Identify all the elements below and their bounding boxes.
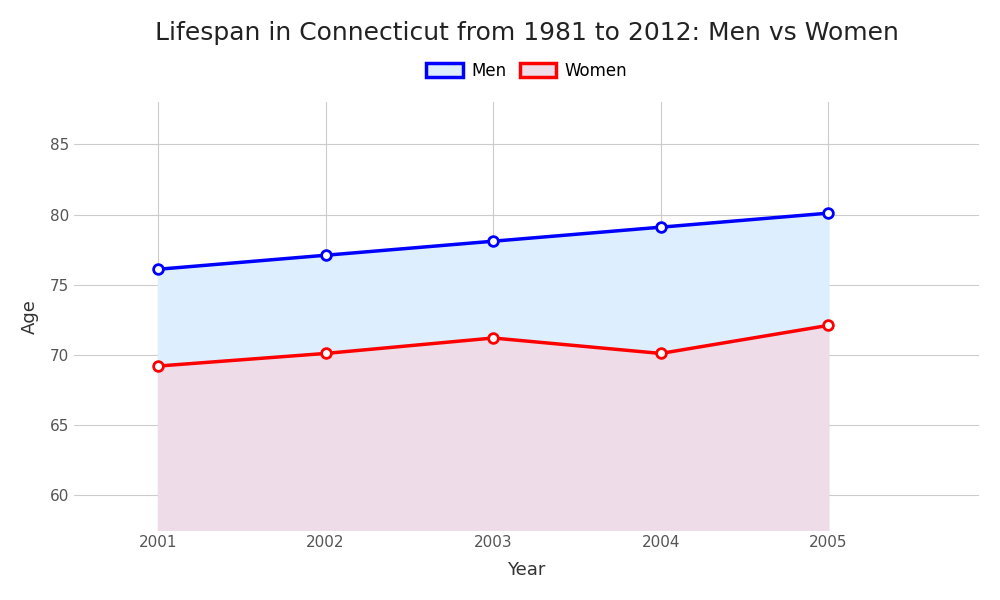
Title: Lifespan in Connecticut from 1981 to 2012: Men vs Women: Lifespan in Connecticut from 1981 to 201… (155, 21, 899, 45)
Legend: Men, Women: Men, Women (419, 55, 634, 86)
Y-axis label: Age: Age (21, 299, 39, 334)
X-axis label: Year: Year (507, 561, 546, 579)
